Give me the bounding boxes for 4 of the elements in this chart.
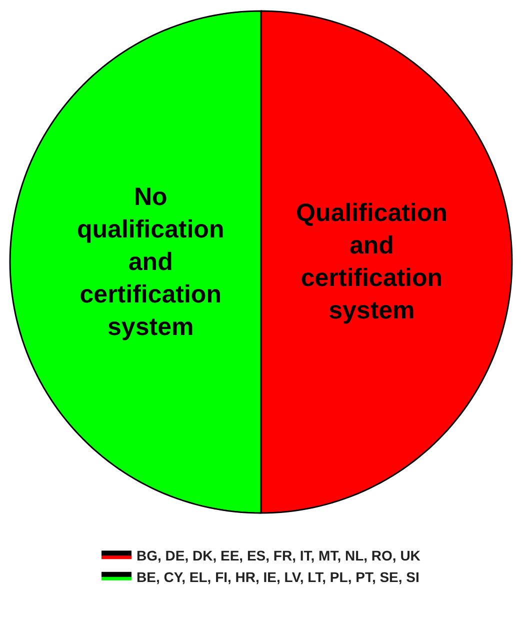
text: No qualification and certification system [77,183,224,341]
text: Qualification and certification system [296,199,448,324]
legend-label: BG, DE, DK, EE, ES, FR, IT, MT, NL, RO, UK [136,548,420,564]
legend-label: BE, CY, EL, FI, HR, IE, LV, LT, PL, PT, SE, SI [136,568,420,585]
